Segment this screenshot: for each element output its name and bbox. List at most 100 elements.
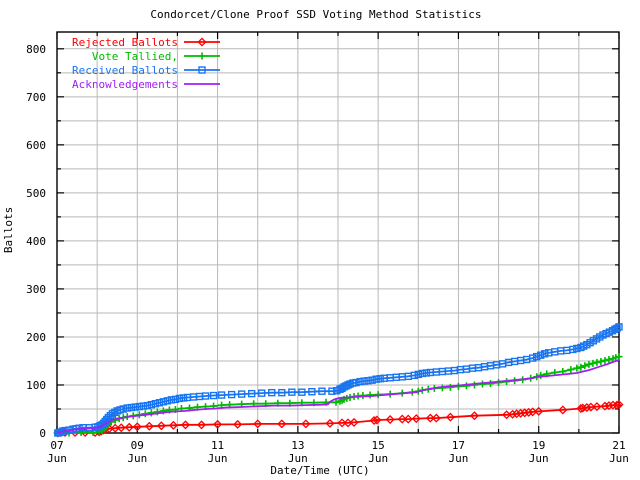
diamond-marker [180, 420, 190, 430]
diamond-marker [582, 403, 592, 413]
square-marker [360, 377, 368, 385]
plus-marker [597, 357, 605, 365]
square-marker [167, 396, 176, 404]
diamond-marker [520, 408, 530, 418]
square-marker [308, 387, 316, 396]
square-marker [569, 345, 577, 354]
square-marker [422, 369, 431, 377]
y-tick-label: 300 [26, 283, 46, 296]
square-marker [278, 388, 286, 397]
square-marker [410, 371, 418, 380]
square-marker [147, 400, 156, 409]
diamond-marker [508, 409, 518, 419]
plot-border [56, 31, 620, 434]
square-marker [318, 387, 326, 395]
diamond-marker [168, 420, 178, 430]
square-marker [364, 376, 372, 385]
square-marker [533, 352, 541, 361]
diamond-marker [612, 400, 622, 410]
square-marker [573, 344, 581, 353]
diamond-marker [558, 405, 568, 415]
diamond-marker [600, 401, 610, 411]
y-tick-label: 800 [26, 43, 46, 56]
diamond-marker [369, 415, 379, 426]
x-tick-label: 19 [532, 439, 545, 452]
square-marker [198, 66, 206, 74]
diamond-marker [301, 419, 311, 429]
square-marker [237, 390, 246, 398]
diamond-marker [197, 37, 207, 47]
square-marker [528, 354, 537, 362]
diamond-marker [397, 414, 407, 424]
plus-marker [537, 371, 545, 379]
y-tick-label: 200 [26, 331, 46, 344]
diamond-marker [425, 413, 435, 423]
square-marker [179, 394, 188, 402]
diamond-marker [403, 414, 413, 424]
square-marker [537, 351, 545, 359]
y-axis-label: Ballots [2, 207, 15, 253]
plus-marker [573, 364, 581, 372]
diamond-marker [233, 419, 243, 429]
plus-marker [589, 359, 597, 367]
plus-marker [366, 391, 374, 399]
plus-marker [593, 358, 601, 366]
y-tick-label: 500 [26, 187, 46, 200]
plus-marker [585, 360, 593, 368]
plus-marker [615, 353, 623, 361]
square-marker [258, 389, 266, 397]
diamond-marker [349, 417, 359, 427]
y-tick-label: 700 [26, 91, 46, 104]
square-marker [418, 369, 426, 378]
square-marker [159, 398, 168, 406]
border-rect [56, 31, 620, 434]
diamond-marker [534, 406, 544, 416]
plus-marker [147, 409, 155, 417]
square-marker [127, 403, 135, 412]
square-marker [104, 413, 113, 422]
series-line [57, 359, 620, 434]
diamond-marker [337, 418, 347, 428]
x-tick-sublabel: Jun [127, 452, 147, 465]
plus-marker [577, 363, 585, 371]
diamond-marker [253, 419, 263, 429]
diamond-marker [196, 420, 207, 430]
series-acks [57, 359, 620, 434]
square-marker [613, 324, 621, 333]
diamond-marker [445, 412, 455, 422]
square-marker [163, 397, 172, 405]
y-tick-label: 400 [26, 235, 46, 248]
y-tick-label: 100 [26, 379, 46, 392]
diamond-marker [469, 411, 480, 421]
square-marker [143, 401, 152, 410]
square-marker [131, 403, 139, 411]
y-tick-label: 600 [26, 139, 46, 152]
square-marker [298, 388, 306, 396]
diamond-marker [512, 409, 522, 419]
legend-label-rejected: Rejected Ballots [72, 36, 178, 49]
square-marker [135, 402, 143, 411]
plus-marker [581, 362, 589, 370]
x-tick-sublabel: Jun [529, 452, 549, 465]
x-tick-sublabel: Jun [47, 452, 67, 465]
square-marker [227, 390, 236, 399]
square-marker [372, 375, 380, 383]
diamond-marker [524, 407, 534, 417]
diamond-marker [516, 408, 526, 418]
plus-marker [462, 382, 470, 390]
plus-marker [605, 356, 613, 364]
diamond-marker [213, 419, 223, 429]
diamond-marker [116, 423, 126, 433]
gridlines [57, 32, 619, 433]
square-marker [151, 400, 160, 408]
diamond-marker [124, 422, 134, 432]
diamond-marker [614, 400, 624, 410]
legend: Rejected Ballots Vote Tallied, Received … [72, 36, 220, 91]
chart-title: Condorcet/Clone Proof SSD Voting Method … [150, 8, 481, 21]
square-marker [288, 388, 296, 396]
square-marker [139, 402, 148, 410]
square-marker [119, 405, 127, 413]
square-marker [356, 377, 364, 386]
